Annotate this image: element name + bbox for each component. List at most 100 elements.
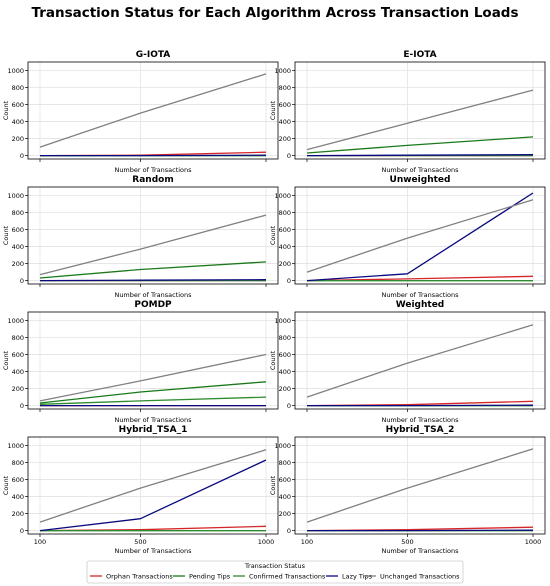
y-tick-label: 200 <box>12 385 24 393</box>
series-line-unchanged-transactions <box>39 449 267 523</box>
y-tick-label: 800 <box>12 209 24 217</box>
y-tick-label: 1000 <box>7 192 24 200</box>
y-tick-label: 400 <box>12 243 24 251</box>
panel-title: Random <box>132 175 173 185</box>
y-tick-label: 0 <box>287 152 291 160</box>
y-tick-label: 200 <box>12 135 24 143</box>
plot-frame <box>27 311 279 410</box>
legend-frame <box>86 560 464 584</box>
y-tick-label: 200 <box>279 510 291 518</box>
y-tick-label: 200 <box>279 260 291 268</box>
plot-frame <box>294 311 546 410</box>
panel-unweighted: Unweighted 0 200 400 600 800 1000 Number of Tra… <box>269 175 546 299</box>
series-line-unchanged-transactions <box>306 448 534 523</box>
y-tick-label: 600 <box>12 226 24 234</box>
panel-g-iota: G-IOTA 0 200 400 600 800 1000 Number of Transac… <box>2 50 279 174</box>
x-tick-label: 1000 <box>525 538 542 546</box>
y-axis-label: Count <box>269 350 277 370</box>
y-tick-label: 1000 <box>274 192 291 200</box>
panel-weighted: Weighted 0 200 400 600 800 1000 Number of Trans… <box>269 300 546 424</box>
y-tick-label: 800 <box>279 209 291 217</box>
legend-label: Confirmed Transactions <box>249 572 326 580</box>
series-line-unchanged-transactions <box>39 73 267 148</box>
x-axis-label: Number of Transactions <box>381 291 459 299</box>
panel-title: POMDP <box>134 300 172 310</box>
y-tick-label: 0 <box>20 402 24 410</box>
y-tick-label: 400 <box>12 118 24 126</box>
plot-frame <box>27 436 279 535</box>
series-line-lazy-tips <box>306 154 534 157</box>
x-tick-label: 100 <box>34 538 46 546</box>
y-tick-label: 1000 <box>7 317 24 325</box>
y-tick-label: 600 <box>279 351 291 359</box>
y-tick-label: 0 <box>287 527 291 535</box>
y-tick-label: 600 <box>279 226 291 234</box>
y-tick-label: 0 <box>287 277 291 285</box>
panel-hybrid-tsa-2: Hybrid_TSA_2 0 200 400 600 800 1000 100 500 1000 N… <box>269 425 546 555</box>
plot-frame <box>27 61 279 160</box>
y-tick-label: 400 <box>279 368 291 376</box>
y-axis-label: Count <box>269 475 277 495</box>
x-axis-label: Number of Transactions <box>114 166 192 174</box>
y-tick-label: 1000 <box>274 67 291 75</box>
y-tick-label: 1000 <box>274 442 291 450</box>
y-tick-label: 600 <box>279 476 291 484</box>
y-tick-label: 0 <box>20 152 24 160</box>
y-tick-label: 800 <box>12 84 24 92</box>
x-tick-label: 100 <box>301 538 313 546</box>
y-tick-label: 400 <box>279 243 291 251</box>
legend-label: Pending Tips <box>189 572 231 580</box>
legend-label: Lazy Tips <box>342 572 373 580</box>
y-tick-label: 400 <box>279 118 291 126</box>
x-axis-label: Number of Transactions <box>381 166 459 174</box>
panel-random: Random 0 200 400 600 800 1000 Number of Transac… <box>2 175 279 299</box>
series-line-unchanged-transactions <box>39 214 267 276</box>
y-tick-label: 1000 <box>7 67 24 75</box>
panel-title: Unweighted <box>390 175 451 185</box>
y-tick-label: 400 <box>12 368 24 376</box>
series-line-unchanged-transactions <box>306 89 534 151</box>
series-line-lazy-tips <box>39 279 267 282</box>
y-tick-label: 1000 <box>7 442 24 450</box>
plot-frame <box>294 186 546 285</box>
panel-pomdp: POMDP 0 200 400 600 800 1000 Number of Transact… <box>2 300 279 424</box>
y-tick-label: 200 <box>279 385 291 393</box>
panel-title: G-IOTA <box>136 50 171 60</box>
y-tick-label: 200 <box>12 510 24 518</box>
y-axis-label: Count <box>269 100 277 120</box>
panel-title: E-IOTA <box>403 50 436 60</box>
series-line-unchanged-transactions <box>306 324 534 398</box>
panel-title: Weighted <box>396 300 445 310</box>
y-tick-label: 800 <box>279 459 291 467</box>
y-tick-label: 600 <box>279 101 291 109</box>
panel-title: Hybrid_TSA_1 <box>119 425 188 435</box>
series-line-pending-tips <box>306 136 534 154</box>
y-tick-label: 400 <box>279 493 291 501</box>
y-tick-label: 200 <box>12 260 24 268</box>
series-line-pending-tips <box>39 261 267 279</box>
series-line-unchanged-transactions <box>306 199 534 273</box>
legend-label: Orphan Transactions <box>106 572 173 580</box>
y-axis-label: Count <box>2 475 10 495</box>
plot-frame <box>294 436 546 535</box>
legend-label: Unchanged Transactions <box>380 572 460 580</box>
panel-e-iota: E-IOTA 0 200 400 600 800 1000 Number of Transac… <box>269 50 546 174</box>
y-tick-label: 800 <box>12 334 24 342</box>
y-tick-label: 800 <box>279 334 291 342</box>
y-tick-label: 600 <box>12 476 24 484</box>
chart-title: Transaction Status for Each Algorithm Ac… <box>31 5 518 21</box>
series-line-pending-tips <box>39 381 267 404</box>
y-axis-label: Count <box>2 100 10 120</box>
y-tick-label: 400 <box>12 493 24 501</box>
panel-title: Hybrid_TSA_2 <box>386 425 455 435</box>
y-tick-label: 200 <box>279 135 291 143</box>
series-line-lazy-tips <box>39 459 267 532</box>
y-tick-label: 600 <box>12 351 24 359</box>
series-line-lazy-tips <box>306 192 534 282</box>
x-axis-label: Number of Transactions <box>114 291 192 299</box>
y-tick-label: 800 <box>279 84 291 92</box>
plot-frame <box>294 61 546 160</box>
y-axis-label: Count <box>2 350 10 370</box>
